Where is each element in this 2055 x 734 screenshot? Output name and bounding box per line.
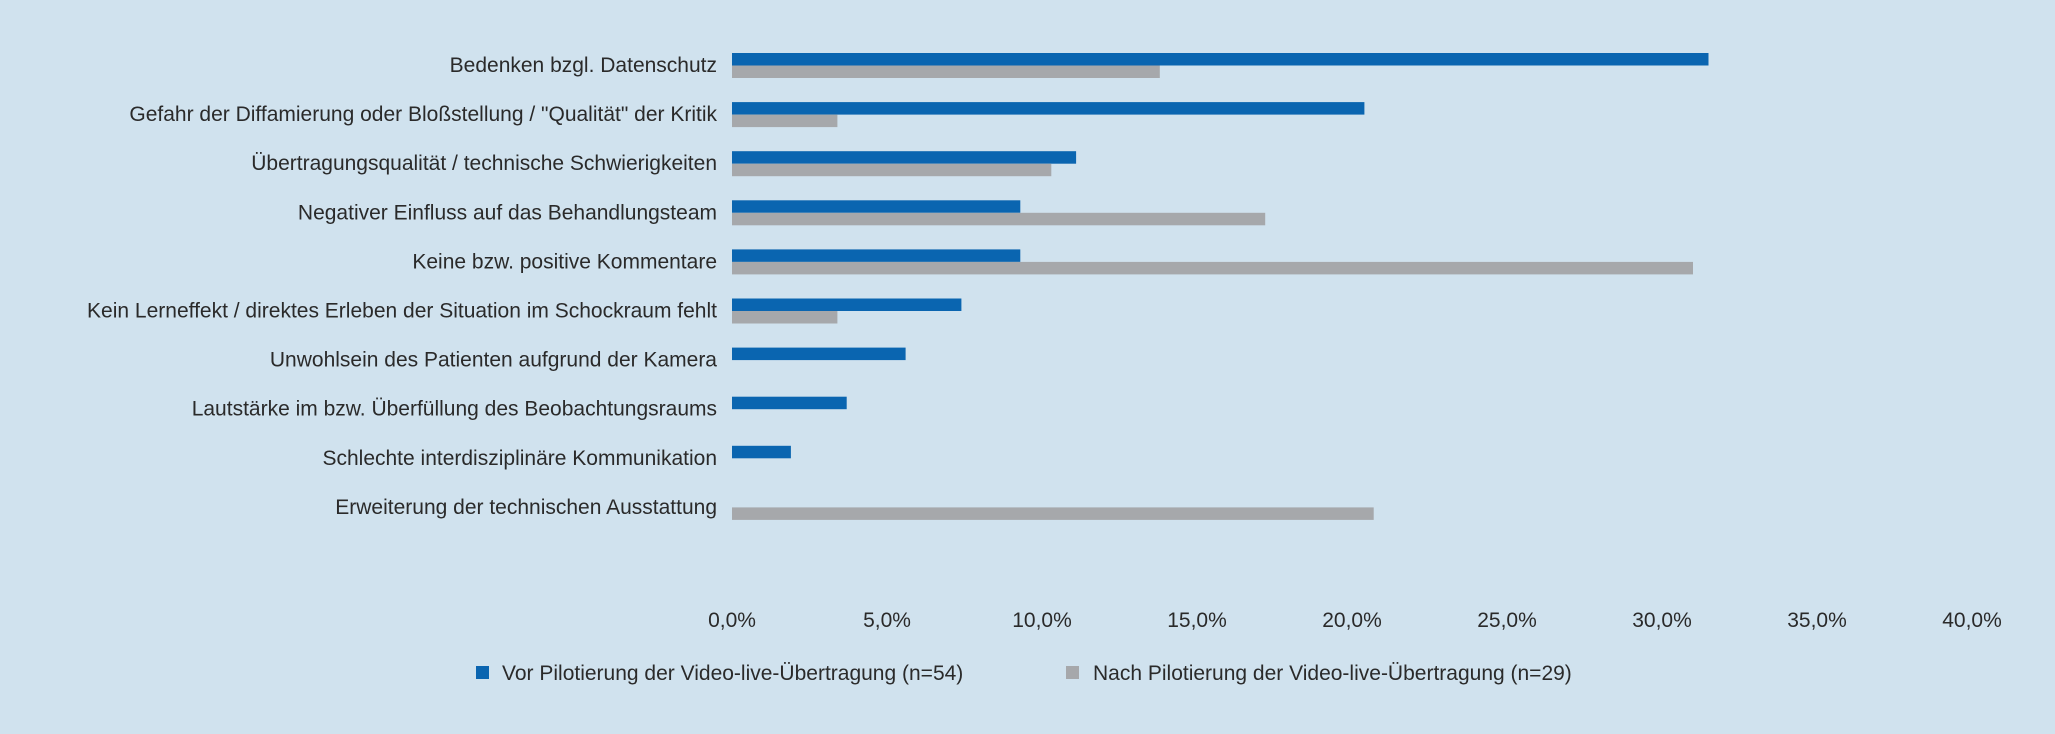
category-label: Kein Lerneffekt / direktes Erleben der S… [87,300,717,323]
bar-vor [732,102,1365,115]
bar-nach [732,212,1266,226]
legend-swatch [476,666,489,679]
legend: Vor Pilotierung der Video-live-Übertragu… [476,662,1572,685]
category-label: Lautstärke im bzw. Überfüllung des Beoba… [192,398,717,421]
x-axis-tick-labels: 0,0% 5,0% 10,0% 15,0% 20,0% 25,0% 30,0% 35,0% 40… [708,609,2002,632]
category-labels: Bedenken bzgl. Datenschutz Gefahr der Dif… [87,54,717,519]
legend-swatch [1066,666,1079,679]
category-label: Negativer Einfluss auf das Behandlungste… [298,201,717,224]
bar-nach [732,261,1693,275]
legend-label: Vor Pilotierung der Video-live-Übertragu… [502,662,963,685]
bar-nach [732,311,838,324]
x-tick-label: 5,0% [863,609,911,632]
x-tick-label: 10,0% [1012,609,1072,632]
category-label: Erweiterung der technischen Ausstattung [335,496,717,519]
x-tick-label: 15,0% [1167,609,1227,632]
x-tick-label: 25,0% [1477,609,1537,632]
bar-nach [732,65,1160,78]
category-label: Gefahr der Diffamierung oder Bloßstellun… [129,103,717,126]
category-label: Übertragungsqualität / technische Schwie… [251,152,717,175]
category-label: Schlechte interdisziplinäre Kommunikatio… [322,447,717,470]
legend-label: Nach Pilotierung der Video-live-Übertrag… [1093,662,1572,685]
bars [732,53,1709,520]
bar-vor [732,200,1021,213]
bar-vor [732,347,906,361]
x-tick-label: 40,0% [1942,609,2002,632]
x-tick-label: 35,0% [1787,609,1847,632]
x-tick-label: 30,0% [1632,609,1692,632]
bar-vor [732,445,791,459]
x-tick-label: 0,0% [708,609,756,632]
x-tick-label: 20,0% [1322,609,1382,632]
bar-vor [732,396,847,410]
bar-nach [732,114,838,128]
bar-vor [732,151,1077,164]
bar-vor [732,249,1021,262]
category-label: Keine bzw. positive Kommentare [412,250,717,273]
bar-vor [732,53,1709,66]
category-label: Bedenken bzgl. Datenschutz [450,54,717,77]
category-label: Unwohlsein des Patienten aufgrund der Ka… [270,349,717,372]
bar-nach [732,163,1052,177]
bar-vor [732,298,962,311]
bar-nach [732,507,1374,520]
